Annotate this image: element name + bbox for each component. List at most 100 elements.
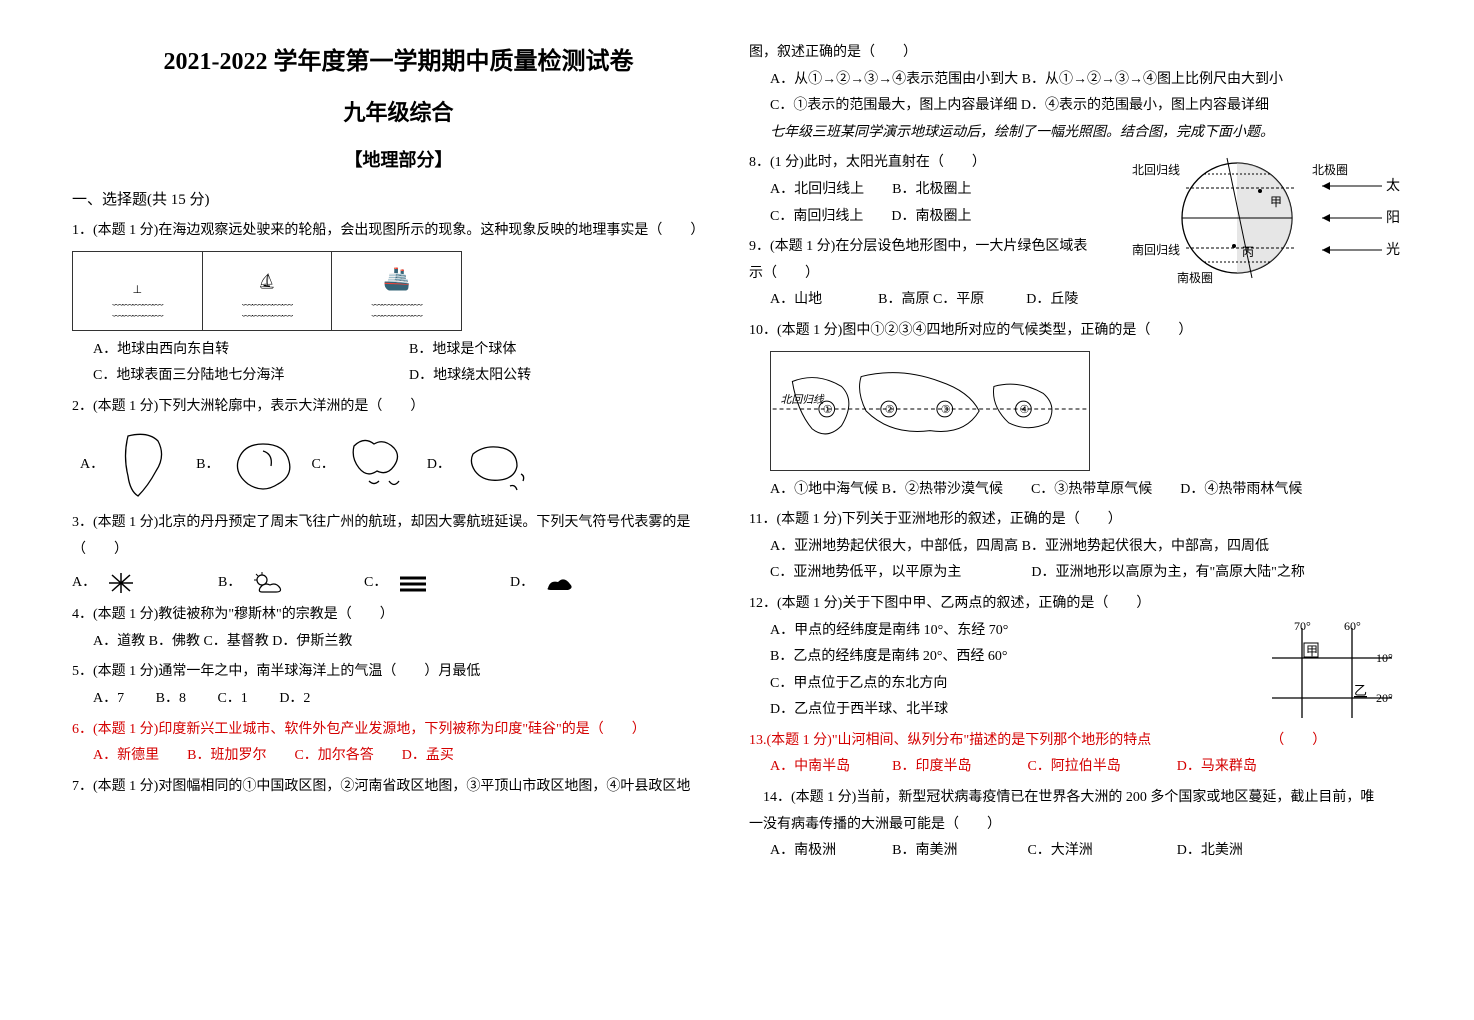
svg-text:②: ②	[885, 403, 895, 415]
q1-stem: 1．(本题 1 分)在海边观察远处驶来的轮船，会出现图所示的现象。这种现象反映的…	[72, 218, 725, 245]
q5-options: A．7 B．8 C．1 D．2	[93, 686, 725, 713]
subject-heading: 【地理部分】	[72, 143, 725, 177]
title-line2: 九年级综合	[72, 92, 725, 134]
q13-options: A．中南半岛 B．印度半岛 C．阿拉伯半岛 D．马来群岛	[770, 754, 1402, 781]
q5-B: B．8	[156, 691, 186, 706]
label-sun1: 太	[1386, 178, 1400, 194]
svg-text:10°: 10°	[1376, 651, 1393, 665]
q3-C: C．	[364, 570, 386, 597]
svg-text:③: ③	[941, 403, 951, 415]
europe-icon	[339, 426, 419, 504]
question-11: 11．(本题 1 分)下列关于亚洲地形的叙述，正确的是（ ） A．亚洲地势起伏很…	[749, 507, 1402, 587]
section-1-head: 一、选择题(共 15 分)	[72, 186, 725, 215]
svg-text:70°: 70°	[1294, 619, 1311, 633]
svg-text:甲: 甲	[1306, 644, 1318, 658]
question-1: 1．(本题 1 分)在海边观察远处驶来的轮船，会出现图所示的现象。这种现象反映的…	[72, 218, 725, 390]
antarctica-icon	[223, 426, 303, 504]
q4-stem: 4．(本题 1 分)教徒被称为"穆斯林"的宗教是（ ）	[72, 602, 725, 629]
waves-icon: ﹏﹏﹏﹏﹏﹏﹏﹏﹏﹏	[73, 296, 202, 318]
ship-icon: 🚢	[383, 258, 410, 300]
q12-stem: 12．(本题 1 分)关于下图中甲、乙两点的叙述，正确的是（ ）	[749, 591, 1402, 618]
q14-stem: 14．(本题 1 分)当前，新型冠状病毒疫情已在世界各大洲的 200 多个国家或…	[749, 785, 1402, 812]
q6-options: A．新德里 B．班加罗尔 C．加尔各答 D．孟买	[93, 743, 725, 770]
q1-options: A．地球由西向东自转 B．地球是个球体 C．地球表面三分陆地七分海洋 D．地球绕…	[93, 337, 725, 390]
waves-icon: ﹏﹏﹏﹏﹏﹏﹏﹏﹏﹏	[332, 296, 461, 318]
q11-stem: 11．(本题 1 分)下列关于亚洲地形的叙述，正确的是（ ）	[749, 507, 1402, 534]
world-map-figure: 北回归线 ① ② ③ ④	[770, 351, 1090, 471]
label-bing: 丙	[1242, 245, 1254, 259]
q6-stem: 6．(本题 1 分)印度新兴工业城市、软件外包产业发源地，下列被称为印度"硅谷"…	[72, 717, 725, 744]
q3-A: A．	[72, 570, 94, 597]
left-column: 2021-2022 学年度第一学期期中质量检测试卷 九年级综合 【地理部分】 一…	[60, 40, 737, 1000]
cloudy-icon	[248, 570, 286, 596]
ship-panel-1: ⊥ ﹏﹏﹏﹏﹏﹏﹏﹏﹏﹏	[73, 252, 203, 330]
q2-C: C．	[311, 452, 334, 479]
overcast-icon	[540, 570, 578, 596]
question-10: 10．(本题 1 分)图中①②③④四地所对应的气候类型，正确的是（ ） 北回归线…	[749, 318, 1402, 503]
q10-stem: 10．(本题 1 分)图中①②③④四地所对应的气候类型，正确的是（ ）	[749, 318, 1402, 345]
question-3: 3．(本题 1 分)北京的丹丹预定了周末飞往广州的航班，却因大雾航班延误。下列天…	[72, 510, 725, 596]
q10-options: A．①地中海气候 B．②热带沙漠气候 C．③热带草原气候 D．④热带雨林气候	[770, 477, 1402, 504]
question-2: 2．(本题 1 分)下列大洲轮廓中，表示大洋洲的是（ ） A． B． C． D．	[72, 394, 725, 505]
q7-cont: 图，叙述正确的是（ ）	[749, 40, 1402, 67]
label-sun2: 阳	[1386, 210, 1400, 226]
q2-D: D．	[427, 452, 451, 479]
q7-C: C．①表示的范围最大，图上内容最详细 D．④表示的范围最小，图上内容最详细	[770, 93, 1402, 120]
q2-stem: 2．(本题 1 分)下列大洲轮廓中，表示大洋洲的是（ ）	[72, 394, 725, 421]
q5-A: A．7	[93, 691, 124, 706]
q11-A: A．亚洲地势起伏很大，中部低，四周高 B．亚洲地势起伏很大，中部高，四周低	[770, 534, 1402, 561]
svg-text:北回归线: 北回归线	[781, 393, 825, 406]
q4-options: A．道教 B．佛教 C．基督教 D．伊斯兰教	[93, 629, 725, 656]
q14-cont: 一没有病毒传播的大洲最可能是（ ）	[749, 812, 1402, 839]
q1-C: C．地球表面三分陆地七分海洋	[93, 363, 409, 390]
q2-B: B．	[196, 452, 219, 479]
south-america-icon	[108, 426, 188, 504]
q1-D: D．地球绕太阳公转	[409, 363, 725, 390]
q7-stem: 7．(本题 1 分)对图幅相同的①中国政区图，②河南省政区地图，③平顶山市政区地…	[72, 774, 725, 801]
oceania-icon	[455, 426, 535, 504]
label-jia: 甲	[1270, 195, 1282, 209]
question-7-part: 7．(本题 1 分)对图幅相同的①中国政区图，②河南省政区地图，③平顶山市政区地…	[72, 774, 725, 801]
q13-stem: 13.(本题 1 分)"山河相间、纵列分布"描述的是下列那个地形的特点 （ ）	[749, 728, 1402, 755]
question-14: 14．(本题 1 分)当前，新型冠状病毒疫情已在世界各大洲的 200 多个国家或…	[749, 785, 1402, 865]
label-antarctic: 南极圈	[1177, 270, 1213, 285]
frost-icon	[102, 570, 140, 596]
question-13: 13.(本题 1 分)"山河相间、纵列分布"描述的是下列那个地形的特点 （ ） …	[749, 728, 1402, 781]
question-12: 12．(本题 1 分)关于下图中甲、乙两点的叙述，正确的是（ ） 70° 60°…	[749, 591, 1402, 724]
q5-stem: 5．(本题 1 分)通常一年之中，南半球海洋上的气温（ ）月最低	[72, 659, 725, 686]
q7-A: A．从①→②→③→④表示范围由小到大 B．从①→②→③→④图上比例尺由大到小	[770, 67, 1402, 94]
question-4: 4．(本题 1 分)教徒被称为"穆斯林"的宗教是（ ） A．道教 B．佛教 C．…	[72, 602, 725, 655]
ship-panel-2: ⛵︎ ﹏﹏﹏﹏﹏﹏﹏﹏﹏﹏	[203, 252, 333, 330]
q11-C: C．亚洲地势低平，以平原为主 D．亚洲地形以高原为主，有"高原大陆"之称	[770, 560, 1402, 587]
svg-text:60°: 60°	[1344, 619, 1361, 633]
title-line1: 2021-2022 学年度第一学期期中质量检测试卷	[72, 40, 725, 86]
context-8-9: 七年级三班某同学演示地球运动后，绘制了一幅光照图。结合图，完成下面小题。	[770, 120, 1402, 147]
q1-A: A．地球由西向东自转	[93, 337, 409, 364]
fog-icon	[394, 570, 432, 596]
q5-C: C．1	[217, 691, 247, 706]
ship-panel-3: 🚢 ﹏﹏﹏﹏﹏﹏﹏﹏﹏﹏	[332, 252, 461, 330]
question-6: 6．(本题 1 分)印度新兴工业城市、软件外包产业发源地，下列被称为印度"硅谷"…	[72, 717, 725, 770]
continent-figure: A． B． C． D．	[72, 426, 725, 504]
q14-options: A．南极洲 B．南美洲 C．大洋洲 D．北美洲	[770, 838, 1402, 865]
q3-stem: 3．(本题 1 分)北京的丹丹预定了周末飞往广州的航班，却因大雾航班延误。下列天…	[72, 510, 725, 563]
weather-figure: A． B． C． D．	[72, 570, 725, 597]
svg-text:①: ①	[823, 403, 833, 415]
waves-icon: ﹏﹏﹏﹏﹏﹏﹏﹏﹏﹏	[203, 296, 332, 318]
q3-B: B．	[218, 570, 240, 597]
label-sun3: 光	[1386, 242, 1400, 258]
q5-D: D．2	[279, 691, 310, 706]
label-tropic-s: 南回归线	[1132, 242, 1180, 257]
latlon-diagram: 70° 60° 10° 20° 甲 乙	[1252, 618, 1402, 728]
svg-text:④: ④	[1019, 403, 1029, 415]
svg-text:乙: 乙	[1354, 683, 1367, 698]
q3-D: D．	[510, 570, 532, 597]
q1-B: B．地球是个球体	[409, 337, 725, 364]
earth-illumination-diagram: 北回归线 北极圈 南回归线 南极圈 甲 丙 太 阳 光	[1122, 146, 1402, 286]
svg-text:20°: 20°	[1376, 691, 1393, 705]
question-5: 5．(本题 1 分)通常一年之中，南半球海洋上的气温（ ）月最低 A．7 B．8…	[72, 659, 725, 712]
q2-A: A．	[80, 452, 104, 479]
right-column: 图，叙述正确的是（ ） A．从①→②→③→④表示范围由小到大 B．从①→②→③→…	[737, 40, 1414, 1000]
q9-options: A．山地 B．高原 C．平原 D．丘陵	[770, 287, 1402, 314]
label-arctic: 北极圈	[1312, 163, 1348, 177]
